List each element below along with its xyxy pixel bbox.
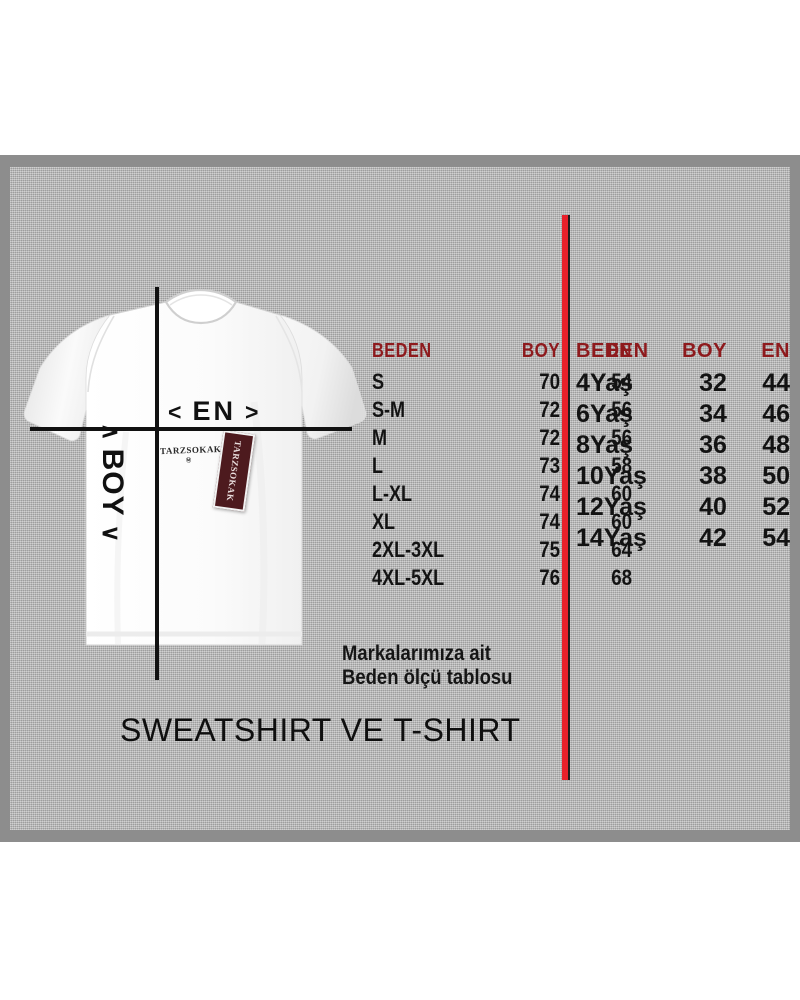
adult-table-header-row: BEDEN BOY EN xyxy=(372,340,632,368)
tshirt-neck-brand-label: TARZSOKAK xyxy=(159,443,222,457)
kids-cell-en: 46 xyxy=(762,400,790,428)
adult-cell-en: 64 xyxy=(611,537,632,562)
adult-cell-boy: 74 xyxy=(539,509,560,534)
width-measure-text: EN xyxy=(192,396,236,426)
kids-cell-en: 52 xyxy=(762,493,790,521)
tshirt-illustration: TARZSOKAK Ⓜ TARZSOKAK xyxy=(18,282,378,662)
kids-cell-beden: 6Yaş xyxy=(576,400,634,428)
kids-header-en: EN xyxy=(761,340,790,362)
adult-cell-en: 56 xyxy=(611,397,632,422)
adult-header-beden: BEDEN xyxy=(372,340,432,362)
size-chart-panel-inner: TARZSOKAK Ⓜ TARZSOKAK < EN > ∧ BOY ∨ BEDEN B… xyxy=(10,167,790,830)
table-row: 8Yaş 36 48 xyxy=(576,430,790,461)
adult-cell-beden: L-XL xyxy=(372,481,413,506)
kids-cell-en: 48 xyxy=(762,431,790,459)
adult-cell-boy: 70 xyxy=(539,369,560,394)
kids-table-header-row: BEDEN BOY EN xyxy=(576,340,790,368)
table-row: 4Yaş 32 44 xyxy=(576,368,790,399)
kids-cell-boy: 40 xyxy=(699,493,727,521)
adult-cell-en: 60 xyxy=(611,509,632,534)
measurement-line-horizontal xyxy=(30,427,352,431)
table-row: 12Yaş 40 52 xyxy=(576,492,790,523)
tshirt-fold-shading-2 xyxy=(114,431,129,645)
adult-cell-beden: S-M xyxy=(372,397,406,422)
adult-cell-beden: XL xyxy=(372,509,396,534)
table-row: S 70 54 xyxy=(372,368,632,396)
adult-cell-beden: M xyxy=(372,425,388,450)
kids-cell-boy: 42 xyxy=(699,524,727,552)
tshirt-collar-inner xyxy=(169,294,233,306)
kids-cell-en: 50 xyxy=(762,462,790,490)
adult-cell-beden: S xyxy=(372,369,385,394)
adult-cell-en: 56 xyxy=(611,425,632,450)
table-row: 4XL-5XL 76 68 xyxy=(372,564,632,592)
tshirt-left-sleeve xyxy=(23,314,112,442)
caption-line-1: Markalarımıza ait xyxy=(342,642,491,665)
table-row: 10Yaş 38 50 xyxy=(576,461,790,492)
adult-cell-boy: 74 xyxy=(539,481,560,506)
tshirt-neck-label-sub: Ⓜ xyxy=(186,459,192,464)
adult-cell-en: 60 xyxy=(611,481,632,506)
chart-caption: Markalarımıza ait Beden ölçü tablosu xyxy=(342,642,512,691)
kids-header-beden: BEDEN xyxy=(576,340,649,362)
kids-cell-beden: 14Yaş xyxy=(576,524,647,552)
kids-cell-boy: 34 xyxy=(699,400,727,428)
table-row: L-XL 74 60 xyxy=(372,480,632,508)
adult-cell-en: 54 xyxy=(611,369,632,394)
chevron-down-icon: ∨ xyxy=(97,524,124,543)
measurement-line-vertical xyxy=(155,287,159,680)
adult-cell-beden: 2XL-3XL xyxy=(372,537,445,562)
tshirt-seam-left xyxy=(87,315,115,393)
table-row: L 73 58 xyxy=(372,452,632,480)
adult-cell-boy: 72 xyxy=(539,425,560,450)
length-measure-label: ∧ BOY ∨ xyxy=(92,423,132,613)
adult-cell-boy: 76 xyxy=(539,565,560,590)
table-row: XL 74 60 xyxy=(372,508,632,536)
kids-cell-beden: 8Yaş xyxy=(576,431,634,459)
kids-cell-boy: 38 xyxy=(699,462,727,490)
tshirt-svg xyxy=(23,288,367,646)
chevron-left-icon: < xyxy=(168,399,184,425)
kids-cell-en: 54 xyxy=(762,524,790,552)
kids-cell-boy: 32 xyxy=(699,369,727,397)
tshirt-fold-shading xyxy=(250,401,268,645)
table-row: M 72 56 xyxy=(372,424,632,452)
adult-cell-boy: 75 xyxy=(539,537,560,562)
adult-header-en: EN xyxy=(607,340,632,362)
tshirt-seam-right xyxy=(275,315,303,393)
product-title: SWEATSHIRT VE T-SHIRT xyxy=(120,712,521,748)
adult-size-table: BEDEN BOY EN S 70 54 S-M 72 56 M xyxy=(372,340,632,592)
adult-header-boy: BOY xyxy=(521,340,560,362)
adult-cell-en: 58 xyxy=(611,453,632,478)
table-divider xyxy=(562,215,570,780)
kids-cell-boy: 36 xyxy=(699,431,727,459)
adult-cell-beden: L xyxy=(372,453,384,478)
length-measure-text: BOY xyxy=(96,448,129,517)
tshirt-hang-tag-label: TARZSOKAK xyxy=(224,439,244,503)
table-row: 6Yaş 34 46 xyxy=(576,399,790,430)
adult-cell-boy: 72 xyxy=(539,397,560,422)
table-row: 2XL-3XL 75 64 xyxy=(372,536,632,564)
chevron-right-icon: > xyxy=(244,399,261,425)
kids-cell-beden: 10Yaş xyxy=(576,462,647,490)
kids-cell-beden: 4Yaş xyxy=(576,369,634,397)
adult-cell-beden: 4XL-5XL xyxy=(372,565,445,590)
chevron-up-icon: ∧ xyxy=(97,423,124,441)
table-row: S-M 72 56 xyxy=(372,396,632,424)
caption-line-2: Beden ölçü tablosu xyxy=(342,666,513,690)
size-chart-panel: TARZSOKAK Ⓜ TARZSOKAK < EN > ∧ BOY ∨ BEDEN B… xyxy=(0,155,800,842)
kids-cell-beden: 12Yaş xyxy=(576,493,647,521)
width-measure-label: < EN > xyxy=(168,396,260,427)
kids-size-table: BEDEN BOY EN 4Yaş 32 44 6Yaş 34 46 8Yaş xyxy=(576,340,790,554)
adult-cell-en: 68 xyxy=(611,565,632,590)
kids-cell-en: 44 xyxy=(762,369,790,397)
adult-cell-boy: 73 xyxy=(539,453,560,478)
kids-header-boy: BOY xyxy=(682,340,727,362)
table-row: 14Yaş 42 54 xyxy=(576,523,790,554)
